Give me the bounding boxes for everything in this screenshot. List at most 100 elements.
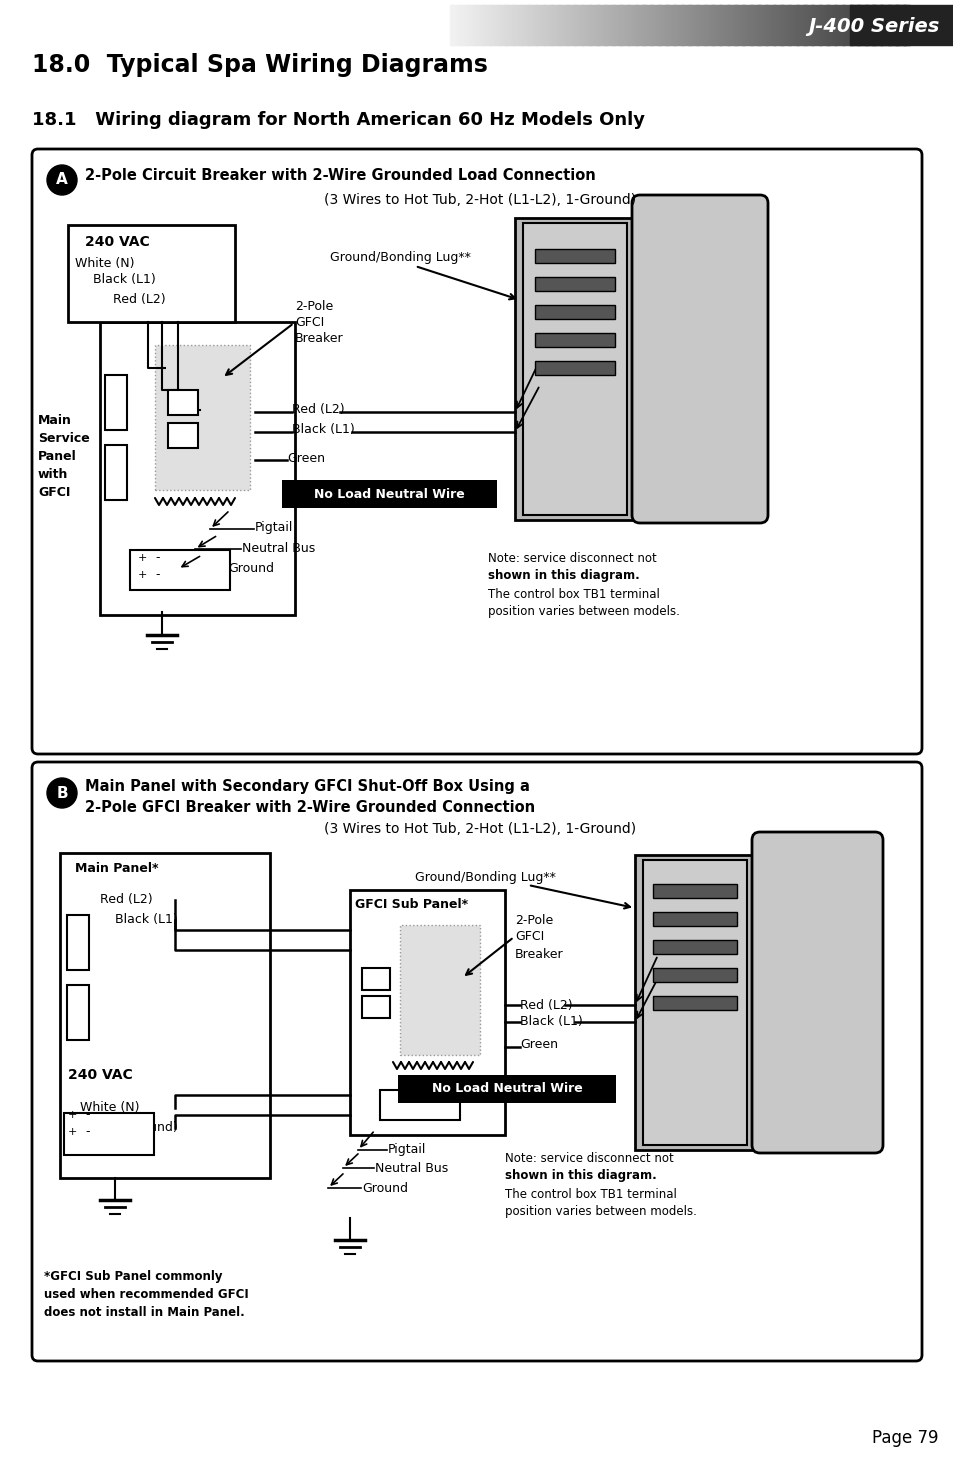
Bar bbox=[500, 4, 501, 46]
Bar bbox=[725, 4, 727, 46]
Bar bbox=[635, 855, 754, 1150]
Bar bbox=[816, 4, 818, 46]
Bar bbox=[737, 4, 739, 46]
Bar bbox=[570, 4, 572, 46]
Bar bbox=[654, 4, 656, 46]
Bar bbox=[849, 4, 953, 46]
Bar bbox=[561, 4, 562, 46]
Bar bbox=[553, 4, 555, 46]
Bar bbox=[710, 4, 712, 46]
Text: shown in this diagram.: shown in this diagram. bbox=[504, 1170, 656, 1183]
Bar bbox=[661, 4, 662, 46]
Text: Breaker: Breaker bbox=[294, 332, 343, 345]
Bar bbox=[515, 218, 635, 521]
Bar bbox=[837, 4, 839, 46]
Bar bbox=[545, 4, 546, 46]
Bar bbox=[634, 4, 635, 46]
Bar bbox=[799, 4, 801, 46]
Bar bbox=[846, 4, 847, 46]
Bar bbox=[906, 4, 908, 46]
Text: Black (L1): Black (L1) bbox=[519, 1015, 582, 1028]
Bar bbox=[838, 4, 840, 46]
Text: *GFCI Sub Panel commonly
used when recommended GFCI
does not install in Main Pan: *GFCI Sub Panel commonly used when recom… bbox=[44, 1270, 249, 1319]
Bar bbox=[475, 4, 476, 46]
Bar bbox=[847, 4, 849, 46]
Text: Note: service disconnect not: Note: service disconnect not bbox=[504, 1152, 673, 1164]
Bar bbox=[671, 4, 673, 46]
Bar bbox=[535, 305, 615, 319]
Bar bbox=[574, 4, 576, 46]
Bar bbox=[663, 4, 665, 46]
Bar bbox=[619, 4, 621, 46]
Bar bbox=[451, 4, 453, 46]
Text: The control box TB1 terminal: The control box TB1 terminal bbox=[488, 587, 659, 600]
Bar bbox=[105, 375, 127, 431]
Bar bbox=[724, 4, 726, 46]
Bar bbox=[681, 4, 683, 46]
Bar bbox=[472, 4, 473, 46]
Bar bbox=[532, 4, 534, 46]
Bar bbox=[726, 4, 728, 46]
Bar bbox=[703, 4, 705, 46]
Bar bbox=[825, 4, 827, 46]
Bar bbox=[848, 4, 850, 46]
Bar bbox=[657, 4, 658, 46]
Text: Panel: Panel bbox=[38, 450, 76, 463]
Bar bbox=[787, 4, 789, 46]
Bar bbox=[808, 4, 810, 46]
Bar bbox=[721, 4, 723, 46]
Bar bbox=[513, 4, 515, 46]
Bar bbox=[609, 4, 611, 46]
Bar bbox=[564, 4, 566, 46]
Bar bbox=[486, 4, 488, 46]
Bar bbox=[905, 4, 907, 46]
Bar bbox=[638, 4, 639, 46]
Bar bbox=[883, 4, 885, 46]
Bar bbox=[450, 4, 451, 46]
Bar bbox=[506, 4, 507, 46]
Bar bbox=[639, 4, 640, 46]
Bar bbox=[798, 4, 800, 46]
Text: Main Panel*: Main Panel* bbox=[75, 861, 158, 875]
Bar bbox=[904, 4, 906, 46]
Bar bbox=[489, 4, 490, 46]
Bar bbox=[664, 4, 666, 46]
Bar bbox=[682, 4, 684, 46]
Text: Green: Green bbox=[287, 451, 325, 465]
Bar bbox=[67, 985, 89, 1040]
Bar bbox=[526, 4, 528, 46]
Bar bbox=[483, 4, 484, 46]
Bar bbox=[872, 4, 874, 46]
Bar bbox=[548, 4, 550, 46]
Bar bbox=[708, 4, 710, 46]
Bar bbox=[715, 4, 717, 46]
Bar bbox=[783, 4, 785, 46]
Bar bbox=[640, 4, 642, 46]
Bar bbox=[485, 4, 487, 46]
Bar bbox=[859, 4, 861, 46]
Bar bbox=[852, 4, 853, 46]
Bar bbox=[598, 4, 599, 46]
Bar bbox=[461, 4, 462, 46]
Bar bbox=[807, 4, 808, 46]
Bar bbox=[792, 4, 794, 46]
Bar bbox=[529, 4, 531, 46]
Circle shape bbox=[47, 777, 77, 808]
Bar bbox=[628, 4, 629, 46]
Bar bbox=[902, 4, 903, 46]
Bar bbox=[805, 4, 807, 46]
FancyBboxPatch shape bbox=[631, 195, 767, 524]
Bar bbox=[626, 4, 628, 46]
Bar bbox=[841, 4, 842, 46]
Bar bbox=[615, 4, 617, 46]
Bar bbox=[665, 4, 667, 46]
Bar bbox=[603, 4, 605, 46]
Bar bbox=[494, 4, 495, 46]
Bar bbox=[629, 4, 630, 46]
Bar bbox=[777, 4, 779, 46]
Bar bbox=[586, 4, 588, 46]
Text: GFCI: GFCI bbox=[515, 931, 543, 944]
Bar bbox=[667, 4, 668, 46]
Bar bbox=[821, 4, 823, 46]
Bar bbox=[517, 4, 519, 46]
